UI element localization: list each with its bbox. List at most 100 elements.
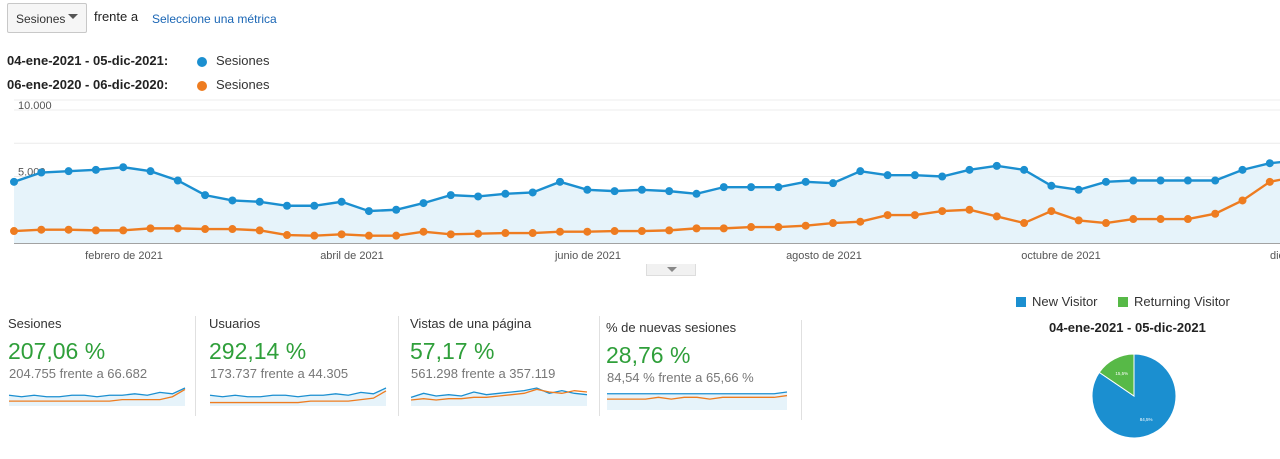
data-point (883, 211, 892, 220)
data-point (665, 226, 674, 235)
metric-card-users[interactable]: Usuarios 292,14 % 173.737 frente a 44.30… (209, 316, 399, 416)
data-point (1238, 196, 1247, 205)
data-point (446, 191, 455, 200)
metric-sparkline (410, 387, 588, 406)
metric-comparison: 84,54 % frente a 65,66 % (607, 370, 754, 385)
data-point (637, 227, 646, 236)
data-point (474, 192, 483, 201)
data-point (446, 230, 455, 239)
series-line (13, 178, 1280, 237)
sparkline-current (209, 387, 387, 398)
x-tick-label: abril de 2021 (320, 250, 384, 262)
select-metric-link[interactable]: Seleccione una métrica (152, 12, 277, 26)
legend-series-name: Sesiones (216, 77, 270, 92)
sparkline-area (607, 392, 787, 410)
pie-legend-label: Returning Visitor (1134, 294, 1230, 309)
pie-legend-new-visitor[interactable]: New Visitor (1016, 294, 1098, 309)
metric-comparison: 561.298 frente a 357.119 (411, 366, 556, 381)
metric-change-percent: 207,06 % (8, 338, 106, 364)
pie-slice-label: 15,5% (1115, 371, 1128, 376)
data-point (1047, 181, 1056, 190)
sparkline-area (411, 388, 587, 406)
metric-card-sessions[interactable]: Sesiones 207,06 % 204.755 frente a 66.68… (8, 316, 196, 416)
data-point (37, 168, 46, 177)
data-point (1074, 216, 1083, 225)
data-point (1129, 176, 1138, 185)
data-point (1156, 215, 1165, 224)
data-point (1211, 209, 1220, 218)
metric-title: Vistas de una página (410, 316, 532, 331)
data-point (856, 167, 865, 176)
versus-label: frente a (94, 9, 139, 24)
data-point (992, 161, 1001, 170)
pie-slice (1098, 353, 1135, 397)
legend-item-previous[interactable]: 06-ene-2020 - 06-dic-2020: Sesiones (7, 77, 269, 92)
data-point (228, 225, 237, 234)
series-area-fill (14, 162, 1280, 243)
data-point (501, 229, 510, 238)
metric-title: % de nuevas sesiones (606, 320, 737, 335)
sparkline-current (410, 387, 588, 398)
data-point (719, 183, 728, 192)
pie-slice-label: 84,5% (1140, 417, 1153, 422)
data-point (747, 223, 756, 232)
sessions-line-chart[interactable]: 10.000 5.000 febrero de 2021 abril de 2021 j… (0, 97, 1280, 267)
metric-sparkline (209, 387, 387, 406)
metric-change-percent: 57,17 % (410, 338, 495, 364)
metric-select[interactable]: Sesiones (7, 3, 87, 33)
legend-dot-icon (197, 81, 207, 91)
data-point (910, 171, 919, 180)
data-point (201, 191, 210, 200)
data-point (692, 224, 701, 233)
data-point (1265, 177, 1274, 186)
data-point (1265, 159, 1274, 168)
collapse-chart-toggle[interactable] (646, 264, 696, 276)
metric-card-new-sessions[interactable]: % de nuevas sesiones 28,76 % 84,54 % fre… (606, 320, 802, 420)
sparkline-current (8, 387, 186, 398)
data-point (146, 224, 155, 233)
data-point (692, 189, 701, 198)
data-point (501, 189, 510, 198)
data-point (1129, 215, 1138, 224)
data-point (1102, 177, 1110, 186)
data-point (637, 185, 646, 194)
data-point (938, 172, 947, 181)
data-point (119, 163, 128, 172)
x-tick-label: octubre de 2021 (1021, 250, 1101, 262)
data-point (992, 212, 1001, 221)
data-point (610, 187, 619, 196)
data-point (528, 229, 537, 238)
data-point (1047, 207, 1056, 216)
data-point (774, 183, 783, 192)
metric-change-percent: 28,76 % (606, 342, 691, 368)
legend-dot-icon (197, 57, 207, 67)
visitor-type-pie-chart[interactable]: 84,5% 15,5% (1090, 351, 1180, 441)
pie-legend-returning-visitor[interactable]: Returning Visitor (1118, 294, 1230, 309)
data-point (64, 167, 73, 176)
data-point (173, 176, 182, 185)
x-tick-label: agosto de 2021 (786, 250, 862, 262)
data-point (883, 171, 892, 180)
triangle-down-icon (667, 267, 677, 272)
data-point (910, 211, 919, 220)
data-point (201, 225, 210, 234)
data-point (337, 230, 346, 239)
x-tick-label: dici (1270, 250, 1280, 262)
x-tick-label: junio de 2021 (554, 250, 621, 262)
data-point (1156, 176, 1165, 185)
data-point (255, 226, 264, 235)
x-tick-label: febrero de 2021 (85, 250, 163, 262)
data-point (474, 229, 483, 238)
data-point (1020, 219, 1029, 228)
legend-series-name: Sesiones (216, 53, 270, 68)
data-point (774, 223, 783, 232)
data-point (364, 231, 373, 240)
data-point (856, 217, 865, 226)
data-point (965, 165, 974, 174)
data-point (1020, 165, 1029, 174)
data-point (119, 226, 128, 235)
data-point (556, 227, 564, 236)
chevron-down-icon (68, 14, 78, 19)
metric-card-pageviews[interactable]: Vistas de una página 57,17 % 561.298 fre… (410, 316, 600, 416)
legend-item-current[interactable]: 04-ene-2021 - 05-dic-2021: Sesiones (7, 53, 269, 68)
